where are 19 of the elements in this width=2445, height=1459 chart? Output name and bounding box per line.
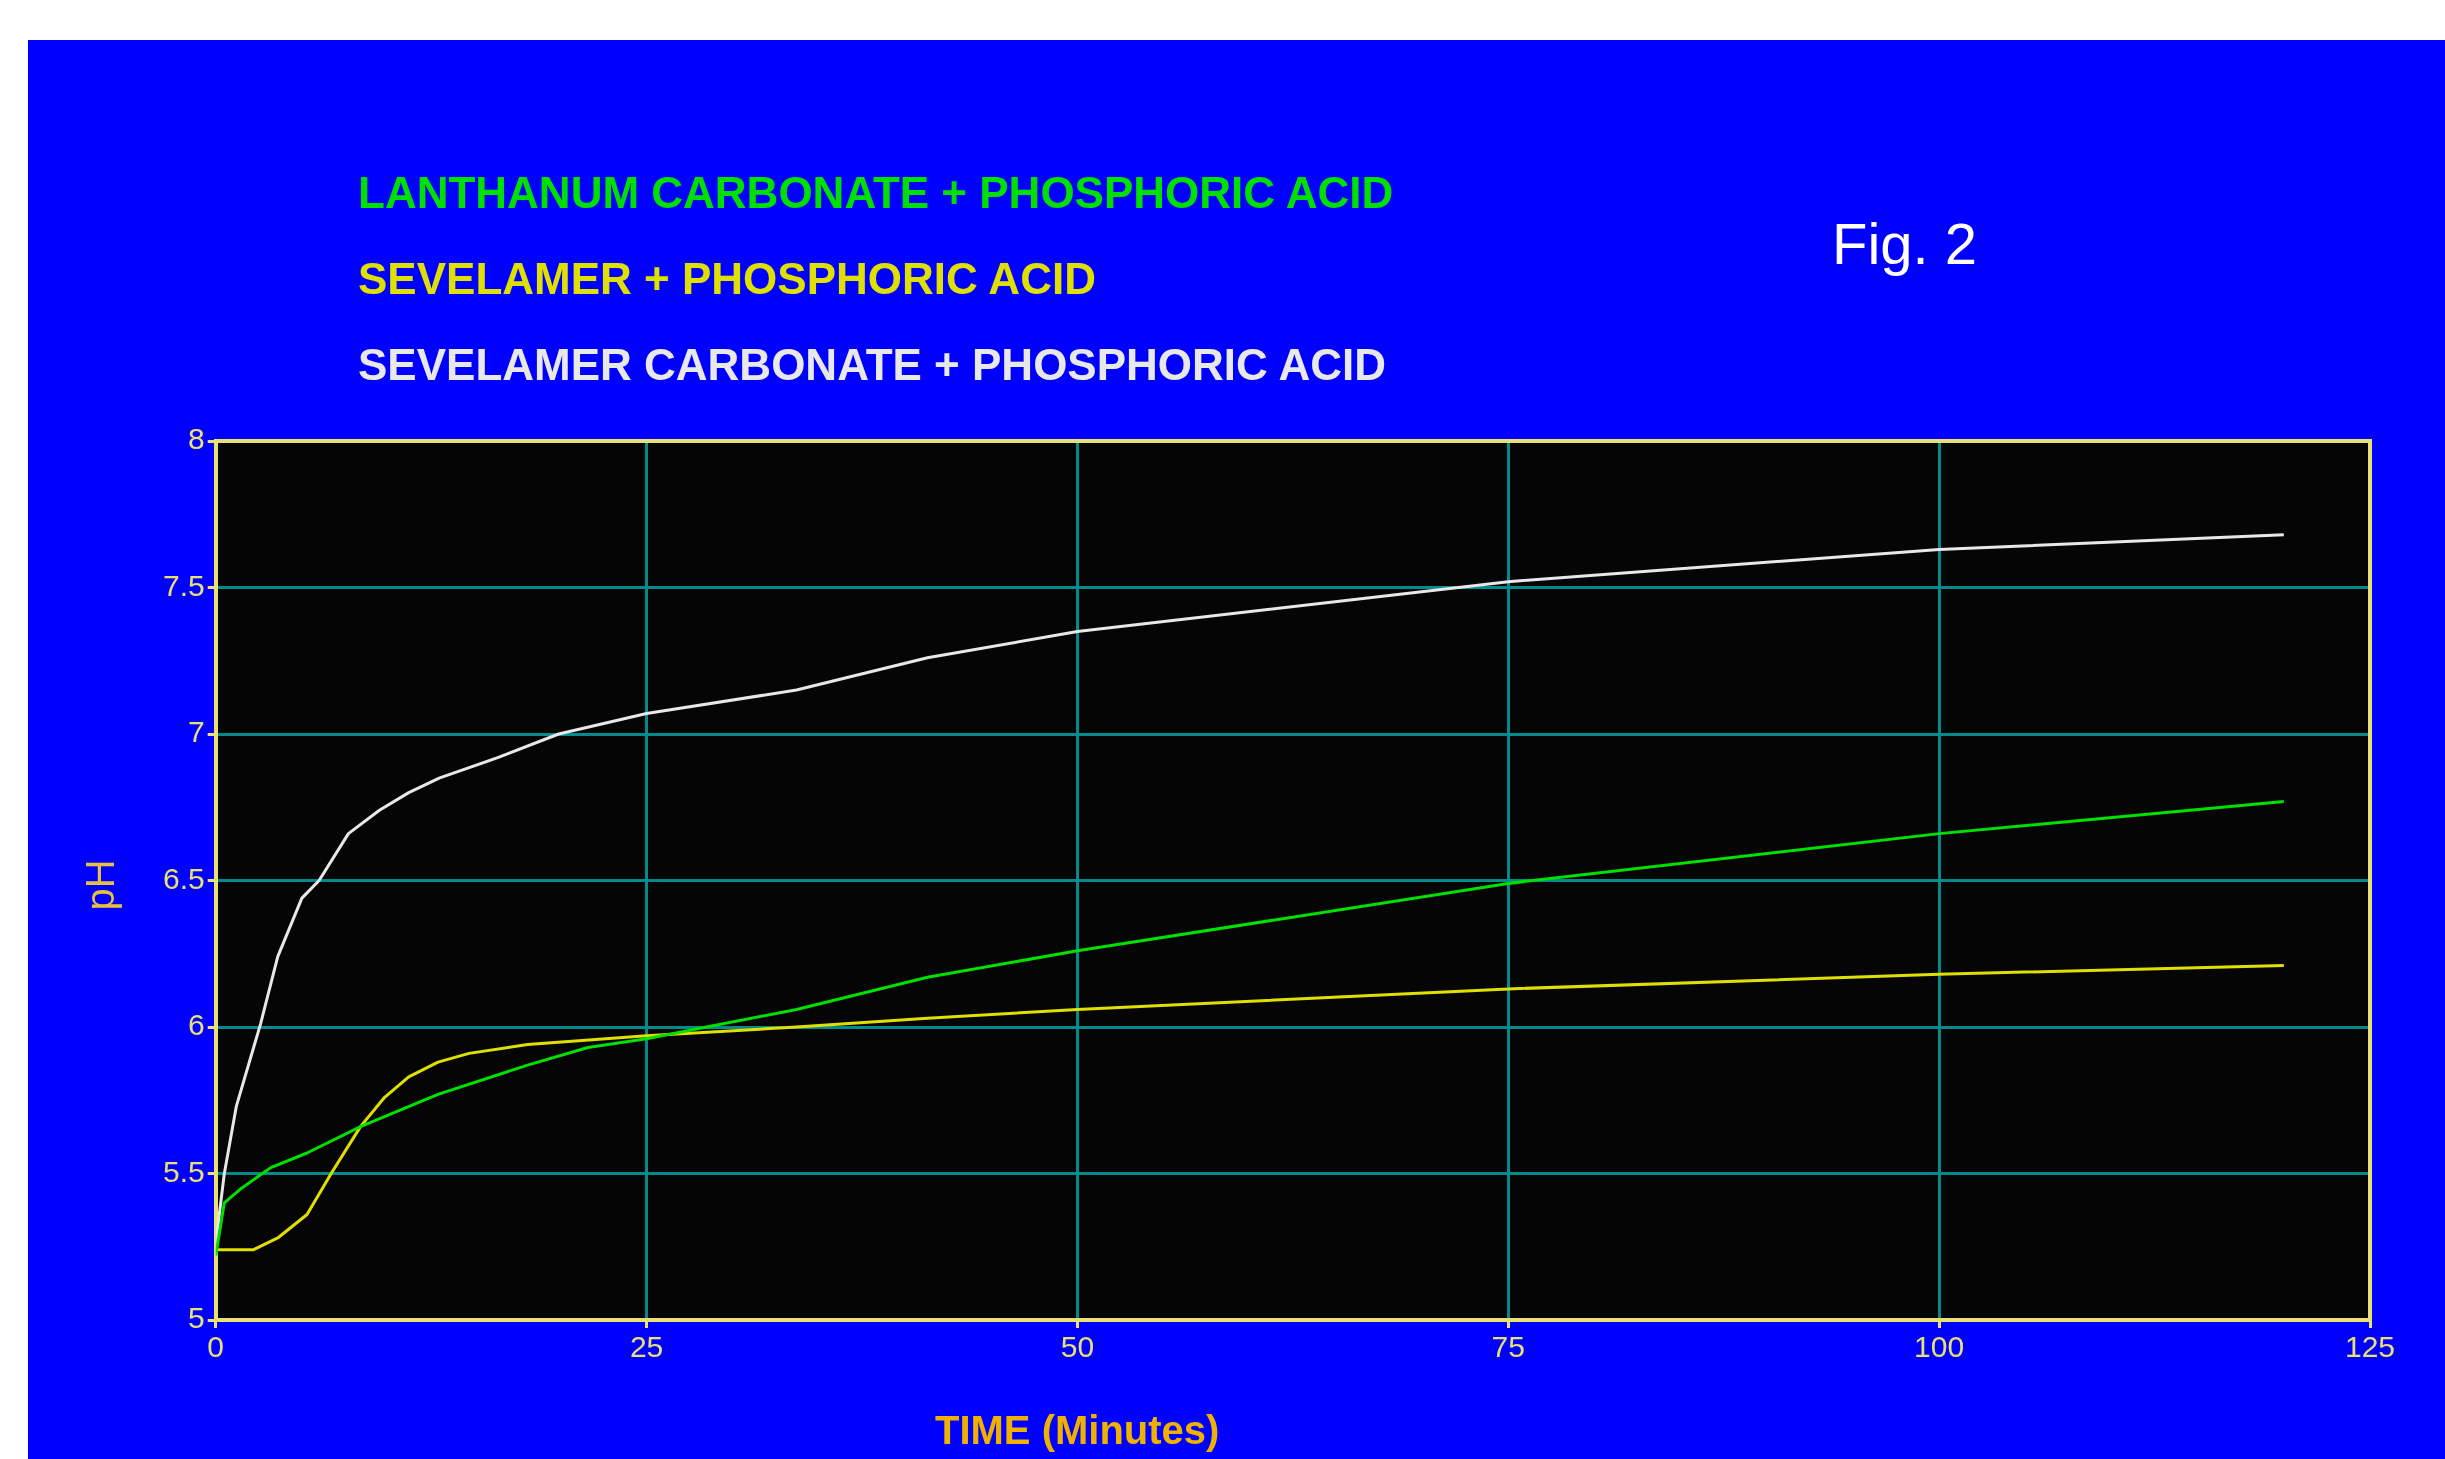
y-tick-label: 8 (188, 422, 205, 456)
y-tick-label: 5.5 (162, 1154, 205, 1188)
y-tick-label: 6.5 (162, 861, 205, 895)
x-axis-title: TIME (Minutes) (935, 1408, 1220, 1453)
x-tick-label: 125 (2344, 1330, 2396, 1364)
y-tick-label: 7.5 (162, 568, 205, 602)
caption: Fig. 2 (1832, 210, 1978, 277)
x-tick-label: 0 (207, 1330, 225, 1364)
x-tick-label: 100 (1914, 1330, 1965, 1364)
y-tick-label: 6 (188, 1008, 205, 1042)
text: SEVELAMER + PHOSPHORIC ACID (358, 253, 1097, 305)
x-tick-label: 75 (1491, 1330, 1525, 1364)
x-tick-label: 50 (1060, 1330, 1095, 1364)
text: SEVELAMER CARBONATE + PHOSPHORIC ACID (358, 339, 1387, 391)
y-axis-title: pH (77, 859, 123, 911)
y-tick-label: 7 (188, 715, 205, 749)
y-tick-label: 5 (188, 1301, 205, 1335)
text: LANTHANUM CARBONATE + PHOSPHORIC ACID (358, 167, 1394, 219)
x-tick-label: 25 (629, 1330, 664, 1364)
